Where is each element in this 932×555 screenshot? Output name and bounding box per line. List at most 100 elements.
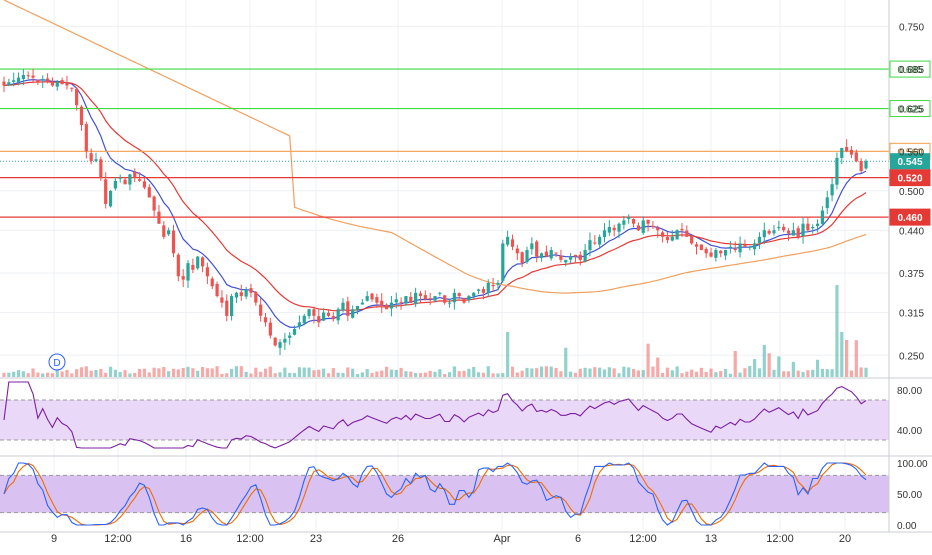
candle-body bbox=[365, 296, 369, 301]
volume-bar bbox=[859, 367, 863, 377]
candle-body bbox=[302, 315, 306, 324]
candle-body bbox=[336, 309, 340, 321]
x-tick-label: 12:00 bbox=[766, 533, 794, 545]
volume-bar bbox=[443, 373, 447, 377]
x-tick-label: 20 bbox=[839, 533, 851, 545]
candle-body bbox=[181, 276, 185, 280]
candle-body bbox=[234, 292, 239, 298]
last-price-tag bbox=[890, 153, 930, 170]
level-price-label: 0.560 bbox=[897, 147, 922, 158]
grid bbox=[0, 0, 889, 530]
candles[interactable] bbox=[2, 68, 868, 356]
volume-bar bbox=[723, 369, 728, 377]
volume-bar bbox=[568, 371, 573, 377]
candle-body bbox=[699, 244, 703, 251]
volume-bar bbox=[210, 368, 214, 377]
candle-body bbox=[748, 246, 752, 248]
dividend-marker-label: D bbox=[53, 358, 60, 369]
candle-body bbox=[801, 223, 805, 237]
rsi-pane[interactable]: 80.00 40.00 bbox=[0, 381, 922, 449]
candle-body bbox=[675, 230, 679, 240]
volume-bar bbox=[12, 371, 16, 377]
volume-bar bbox=[152, 367, 156, 377]
candle-body bbox=[7, 82, 11, 86]
candle-body bbox=[472, 292, 476, 297]
marker[interactable]: D bbox=[48, 353, 66, 371]
volume-bar bbox=[520, 370, 524, 377]
volume-bar bbox=[268, 366, 272, 377]
volume-bar bbox=[777, 356, 781, 377]
volume-bar bbox=[525, 367, 529, 377]
candle-body bbox=[346, 301, 350, 316]
candle-body bbox=[806, 223, 810, 231]
volume-bar bbox=[476, 372, 481, 377]
volume-bar bbox=[278, 372, 282, 377]
volume-bar bbox=[225, 373, 229, 377]
volume-bar bbox=[801, 372, 805, 377]
stoch-d-line bbox=[3, 462, 867, 526]
volume-bar bbox=[743, 368, 747, 377]
volume-bar bbox=[535, 368, 539, 377]
volume-bar bbox=[239, 366, 243, 377]
volume-bar bbox=[583, 367, 587, 377]
candle-body bbox=[631, 219, 636, 224]
candle-body bbox=[225, 300, 229, 316]
candle-body bbox=[481, 289, 486, 293]
candle-body bbox=[142, 181, 147, 188]
candle-body bbox=[215, 283, 219, 297]
volume-bar bbox=[94, 369, 98, 377]
candle-body bbox=[743, 245, 747, 247]
candle-body bbox=[723, 250, 728, 256]
volume-bar bbox=[733, 350, 737, 377]
candle-body bbox=[259, 304, 263, 316]
level-price-label: 0.520 bbox=[897, 174, 922, 185]
volume-bar bbox=[709, 368, 713, 377]
volume-bar bbox=[355, 373, 360, 377]
volume-bar bbox=[690, 369, 694, 377]
candle-body bbox=[394, 299, 398, 303]
candle-body bbox=[60, 80, 64, 85]
volume-bar bbox=[472, 367, 476, 377]
volume-bar bbox=[331, 368, 335, 377]
volume-bar bbox=[234, 366, 239, 377]
candle-body bbox=[389, 302, 394, 309]
candle-body bbox=[476, 289, 481, 291]
candle-body bbox=[757, 236, 762, 243]
volume-bar bbox=[249, 373, 253, 377]
candle-body bbox=[515, 248, 519, 254]
candle-body bbox=[31, 75, 35, 78]
candle-body bbox=[128, 174, 132, 185]
volume-bar bbox=[588, 368, 592, 377]
candle-body bbox=[26, 75, 30, 77]
candle-body bbox=[767, 230, 771, 234]
stochastic-pane[interactable]: 100.00 50.00 0.00 bbox=[0, 459, 928, 532]
level-price-label: 0.685 bbox=[897, 65, 922, 76]
volume-bar bbox=[864, 367, 868, 377]
volume-bar bbox=[322, 368, 326, 377]
price-tick-label: 0.250 bbox=[899, 351, 924, 362]
candle-body bbox=[16, 77, 21, 83]
candle-body bbox=[176, 254, 180, 277]
candle-body bbox=[404, 296, 408, 304]
volume-bar bbox=[617, 373, 621, 377]
volume-bar bbox=[680, 373, 684, 377]
candle-body bbox=[196, 256, 200, 269]
volume-bar bbox=[75, 369, 79, 377]
candle-body bbox=[564, 259, 568, 263]
candle-body bbox=[307, 309, 311, 317]
candle-body bbox=[617, 223, 621, 232]
stoch-band bbox=[0, 475, 889, 513]
candle-body bbox=[815, 223, 820, 227]
candle-body bbox=[845, 146, 849, 152]
candle-body bbox=[849, 149, 854, 155]
candle-body bbox=[501, 243, 505, 281]
candle-body bbox=[351, 309, 355, 318]
candle-body bbox=[55, 81, 59, 87]
price-tick-label: 0.685 bbox=[899, 65, 924, 76]
horizontal-levels[interactable]: 0.685 0.625 0.560 0.520 0.460 0.545 bbox=[0, 60, 931, 226]
x-tick-label: 12:00 bbox=[236, 533, 264, 545]
x-tick-label: 12:00 bbox=[104, 533, 132, 545]
candle-body bbox=[137, 179, 142, 181]
